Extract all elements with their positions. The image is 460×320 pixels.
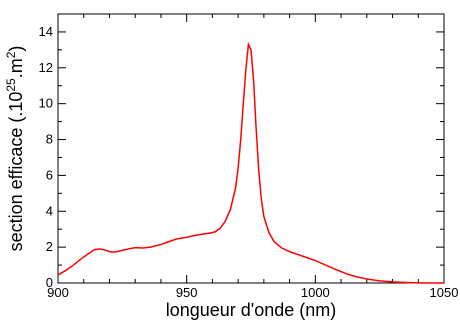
- y-axis-label-middle: .m: [6, 58, 26, 78]
- y-tick-label: 10: [39, 96, 53, 111]
- x-tick-label: 1000: [301, 285, 330, 300]
- x-tick-label: 1050: [430, 285, 459, 300]
- y-tick-label: 14: [39, 24, 53, 39]
- plot-area: [57, 13, 445, 284]
- tick-marks: [57, 13, 445, 284]
- y-tick-label: 0: [46, 275, 53, 290]
- y-tick-label: 2: [46, 239, 53, 254]
- y-axis-label: section efficace (.1025.m2): [4, 46, 26, 252]
- y-tick-label: 8: [46, 132, 53, 147]
- y-axis-label-exponent-1: 25: [4, 78, 18, 92]
- series-line: [57, 41, 444, 284]
- plot-frame: [57, 13, 445, 284]
- x-axis-label: longueur d'onde (nm): [166, 300, 337, 320]
- y-axis-label-prefix: section efficace (.10: [6, 92, 26, 252]
- x-tick-label: 950: [176, 285, 198, 300]
- y-tick-label: 12: [39, 60, 53, 75]
- y-tick-label: 6: [46, 167, 53, 182]
- tick-labels: 900 950 1000 1050 0 2 4 6 8 10 12 14: [39, 24, 459, 300]
- y-tick-label: 4: [46, 203, 53, 218]
- y-axis-label-exponent-2: 2: [4, 51, 18, 58]
- x-tick-label: 900: [47, 285, 69, 300]
- y-axis-label-suffix: ): [6, 46, 26, 52]
